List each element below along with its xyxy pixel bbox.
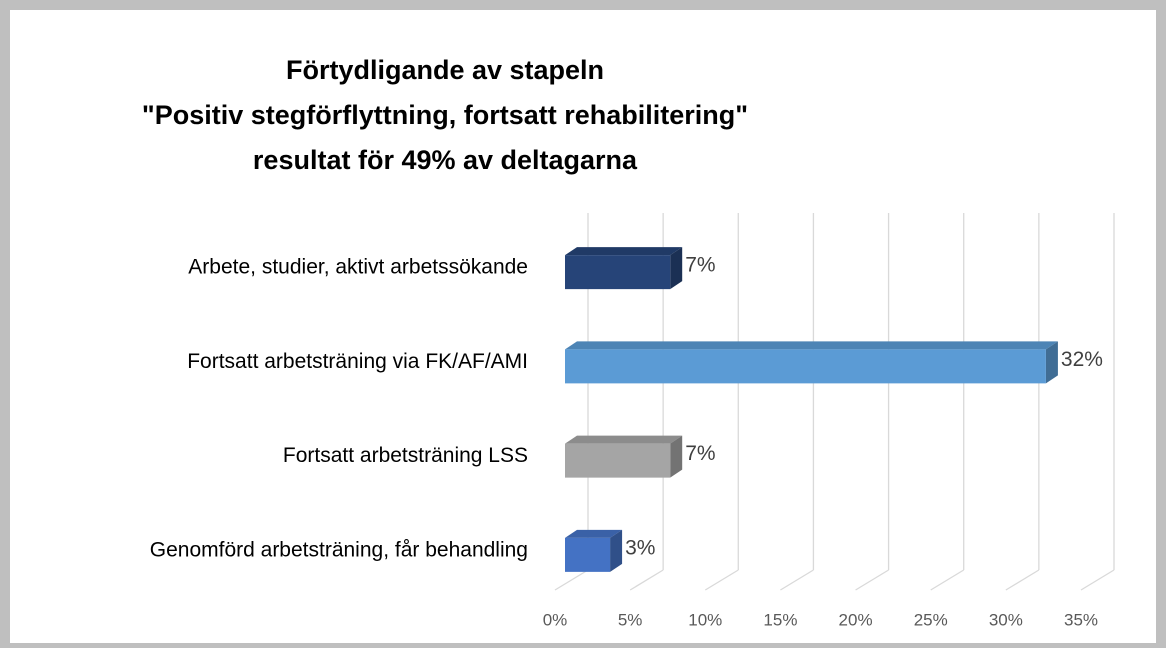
- value-label: 7%: [685, 254, 715, 277]
- x-tick-label: 30%: [989, 610, 1023, 629]
- grid-floor-line: [1005, 569, 1040, 591]
- x-tick-label: 35%: [1064, 610, 1098, 629]
- value-label: 3%: [625, 536, 655, 559]
- value-label: 32%: [1061, 348, 1103, 371]
- bar: [565, 443, 671, 478]
- bar-side: [670, 247, 683, 290]
- grid-floor-line: [1080, 569, 1115, 591]
- y-tick-label: Fortsatt arbetsträning via FK/AF/AMI: [187, 350, 528, 373]
- value-label: 7%: [685, 442, 715, 465]
- bar-top: [565, 435, 683, 444]
- chart-title: Förtydligande av stapeln: [286, 55, 604, 85]
- y-tick-label: Genomförd arbetsträning, får behandling: [150, 538, 528, 561]
- bar: [565, 537, 611, 572]
- bar-top: [565, 529, 623, 538]
- x-tick-label: 5%: [618, 610, 643, 629]
- bar-top: [565, 341, 1058, 350]
- bar-top: [565, 247, 683, 256]
- grid-floor-line: [930, 569, 965, 591]
- y-tick-label: Fortsatt arbetsträning LSS: [283, 444, 528, 467]
- y-tick-label: Arbete, studier, aktivt arbetssökande: [188, 256, 528, 279]
- bar-side: [1045, 341, 1058, 384]
- grid-floor-line: [629, 569, 664, 591]
- bar: [565, 349, 1046, 384]
- x-tick-label: 10%: [688, 610, 722, 629]
- bar: [565, 255, 671, 290]
- x-tick-label: 25%: [914, 610, 948, 629]
- x-tick-label: 20%: [839, 610, 873, 629]
- grid-floor-line: [704, 569, 739, 591]
- chart-title: resultat för 49% av deltagarna: [253, 145, 638, 175]
- x-tick-label: 0%: [543, 610, 568, 629]
- grid-floor-line: [855, 569, 889, 591]
- grid-floor-line: [554, 569, 589, 591]
- bar-side: [610, 529, 623, 572]
- chart-title: "Positiv stegförflyttning, fortsatt reha…: [142, 100, 748, 130]
- x-tick-label: 15%: [763, 610, 797, 629]
- bar-side: [670, 435, 683, 478]
- grid-floor-line: [780, 569, 814, 591]
